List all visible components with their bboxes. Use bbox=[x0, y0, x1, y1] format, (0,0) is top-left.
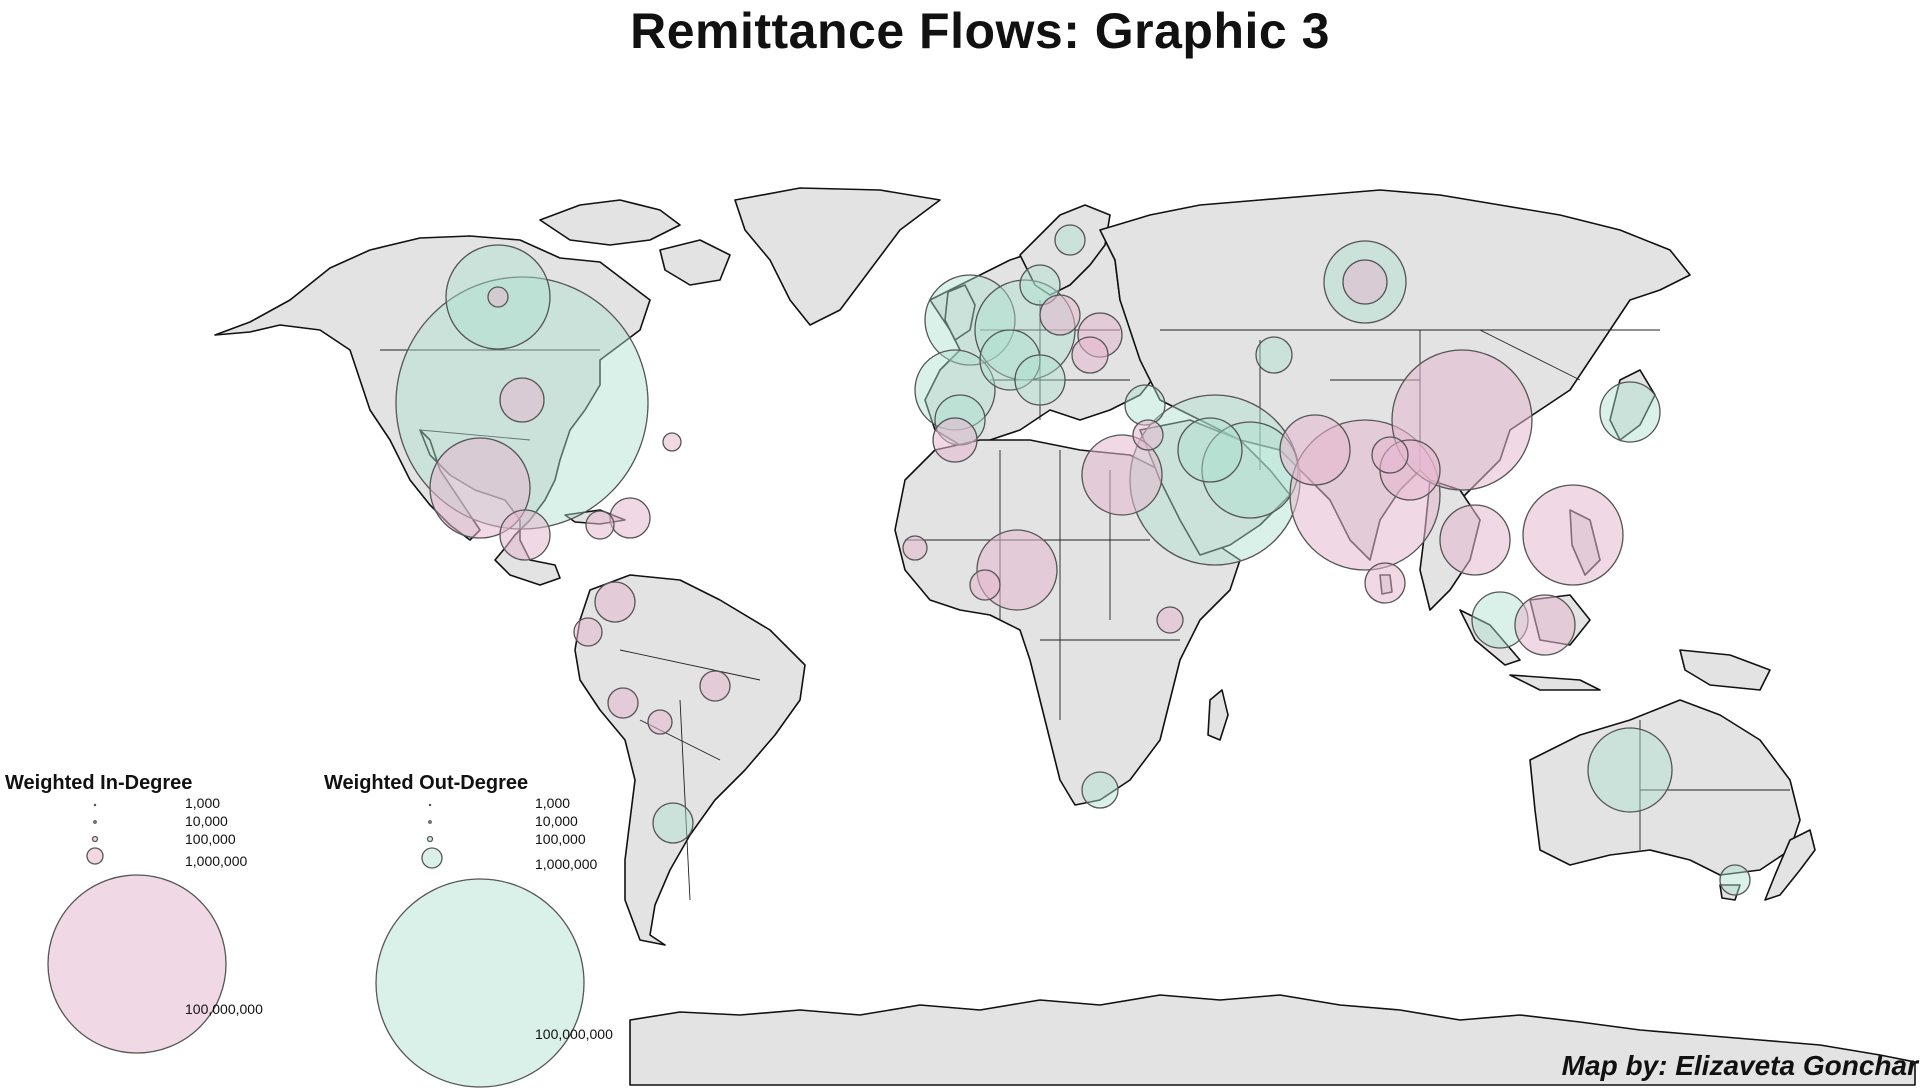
bubble-in-ecuador bbox=[573, 617, 603, 647]
bubble-in-brazil bbox=[699, 670, 731, 702]
bubble-in-bolivia bbox=[647, 709, 673, 735]
bubble-in-dominican-republic bbox=[609, 497, 651, 539]
landmass-tasmania bbox=[1719, 884, 1741, 901]
bubble-out-norway bbox=[1019, 264, 1061, 306]
legend-out-value-100000000: 100,000,000 bbox=[535, 1026, 613, 1042]
landmass-arabia bbox=[1139, 419, 1291, 556]
bubble-in-jamaica bbox=[585, 510, 615, 540]
legend-in-value-100000: 100,000 bbox=[185, 831, 236, 847]
bubble-out-japan bbox=[1599, 381, 1661, 443]
legend-in-value-10000: 10,000 bbox=[185, 813, 228, 829]
bubble-in-egypt bbox=[1081, 434, 1163, 516]
bubble-in-russia bbox=[1342, 259, 1388, 305]
legend-circles bbox=[47, 803, 585, 1088]
landmass-japan bbox=[1609, 369, 1656, 441]
border-south-america-1 bbox=[619, 649, 761, 681]
bubble-in-kenya bbox=[1156, 606, 1184, 634]
legend-out-title: Weighted Out-Degree bbox=[324, 772, 529, 794]
legend-in-value-1000000: 1,000,000 bbox=[185, 853, 248, 869]
border-south-america-3 bbox=[679, 699, 691, 901]
map-title: Remittance Flows: Graphic 3 bbox=[630, 3, 1330, 59]
landmass-madagascar bbox=[1207, 689, 1229, 741]
bubble-out-switzerland bbox=[979, 329, 1041, 391]
legend-out-value-10000: 10,000 bbox=[535, 813, 578, 829]
bubble-in-pakistan bbox=[1279, 414, 1351, 486]
bubble-in-indonesia bbox=[1514, 594, 1576, 656]
bubble-out-south-africa bbox=[1081, 771, 1119, 809]
bubble-in-hawaii bbox=[662, 432, 682, 452]
legend-out-circle-1000 bbox=[428, 803, 432, 807]
legend-out-circle-1000000 bbox=[421, 847, 443, 869]
legend-in-title: Weighted In-Degree bbox=[5, 772, 193, 794]
legend-in-circle-10000 bbox=[93, 820, 97, 824]
legend-out-circle-100000 bbox=[426, 835, 434, 843]
bubble-out-argentina bbox=[652, 802, 694, 844]
flow-bubbles bbox=[395, 224, 1751, 896]
bubble-in-usa bbox=[499, 377, 545, 423]
legend-in-circle-100000000 bbox=[47, 874, 227, 1054]
bubble-in-poland bbox=[1039, 294, 1081, 336]
legend-out-value-1000: 1,000 bbox=[535, 795, 571, 811]
bubble-in-nepal bbox=[1371, 436, 1409, 474]
landmass-baffin bbox=[659, 239, 731, 286]
legend-out-circle-100000000 bbox=[375, 878, 585, 1088]
bubble-out-sweden bbox=[1054, 224, 1086, 256]
bubble-out-israel bbox=[1124, 384, 1166, 426]
bubble-out-uk bbox=[924, 274, 1016, 366]
landmass-greenland bbox=[734, 187, 941, 326]
bubble-out-australia bbox=[1587, 727, 1673, 813]
landmass-scandinavia bbox=[1019, 204, 1111, 296]
landmass-new-zealand bbox=[1764, 829, 1816, 901]
landmass-sumatra bbox=[1459, 609, 1521, 666]
bubble-in-lebanon bbox=[1132, 419, 1164, 451]
legend-in-circle-1000 bbox=[93, 803, 97, 807]
bubble-out-kazakhstan bbox=[1255, 336, 1293, 374]
legend-out-value-1000000: 1,000,000 bbox=[535, 856, 598, 872]
bubble-in-colombia bbox=[594, 581, 636, 623]
bubble-in-canada bbox=[487, 286, 509, 308]
border-us-mexico bbox=[419, 429, 531, 441]
bubble-in-philippines bbox=[1522, 484, 1624, 586]
border-asia-5 bbox=[1479, 329, 1581, 381]
bubble-in-morocco bbox=[932, 417, 978, 463]
legend-out-value-100000: 100,000 bbox=[535, 831, 586, 847]
bubble-in-senegal bbox=[902, 535, 928, 561]
bubble-in-peru bbox=[607, 687, 639, 719]
map-credit: Map by: Elizaveta Gonchar bbox=[1561, 1050, 1918, 1081]
legend-in-circle-1000000 bbox=[86, 847, 104, 865]
bubble-out-new-zealand bbox=[1719, 864, 1751, 896]
legend-in-value-100000000: 100,000,000 bbox=[185, 1001, 263, 1017]
landmass-arctic-islands bbox=[539, 199, 681, 246]
landmass-north-america bbox=[214, 235, 651, 586]
bubble-out-kuwait bbox=[1177, 417, 1243, 483]
legend-out-circle-10000 bbox=[428, 820, 432, 824]
bubble-in-romania bbox=[1071, 336, 1109, 374]
landmass-java bbox=[1509, 674, 1601, 691]
landmass-new-guinea bbox=[1679, 649, 1771, 691]
bubble-in-guatemala bbox=[499, 509, 551, 561]
landmass-south-america bbox=[574, 574, 806, 946]
bubble-in-ghana bbox=[969, 569, 1001, 601]
bubble-in-vietnam bbox=[1439, 504, 1511, 576]
bubble-out-italy bbox=[1014, 354, 1066, 406]
legend-in-value-1000: 1,000 bbox=[185, 795, 221, 811]
bubble-in-mexico bbox=[429, 437, 531, 539]
legend-in-circle-100000 bbox=[91, 835, 99, 843]
landmass-antarctica bbox=[629, 994, 1916, 1086]
landmasses bbox=[214, 187, 1916, 1086]
bubble-in-sri-lanka bbox=[1364, 562, 1406, 604]
landmass-british-isles bbox=[944, 284, 976, 341]
